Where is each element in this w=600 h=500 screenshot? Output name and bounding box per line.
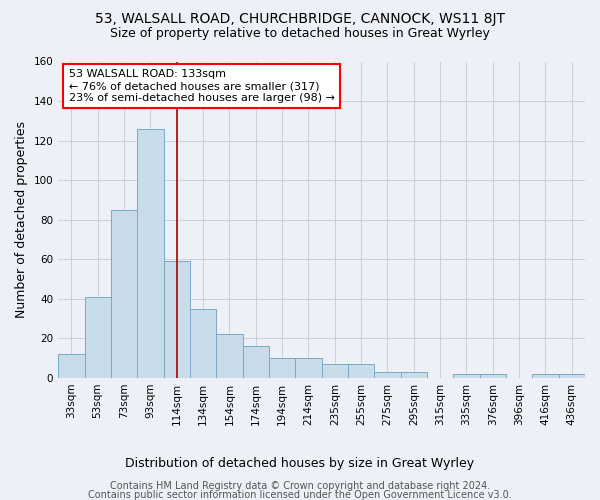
Bar bbox=[348, 364, 374, 378]
Bar bbox=[401, 372, 427, 378]
Bar bbox=[322, 364, 348, 378]
Bar bbox=[453, 374, 479, 378]
Bar bbox=[111, 210, 137, 378]
Bar bbox=[216, 334, 242, 378]
Bar bbox=[164, 262, 190, 378]
Bar bbox=[269, 358, 295, 378]
Bar bbox=[374, 372, 401, 378]
Y-axis label: Number of detached properties: Number of detached properties bbox=[15, 122, 28, 318]
Bar bbox=[242, 346, 269, 378]
Bar bbox=[58, 354, 85, 378]
Text: Distribution of detached houses by size in Great Wyrley: Distribution of detached houses by size … bbox=[125, 458, 475, 470]
Text: 53 WALSALL ROAD: 133sqm
← 76% of detached houses are smaller (317)
23% of semi-d: 53 WALSALL ROAD: 133sqm ← 76% of detache… bbox=[69, 70, 335, 102]
Text: 53, WALSALL ROAD, CHURCHBRIDGE, CANNOCK, WS11 8JT: 53, WALSALL ROAD, CHURCHBRIDGE, CANNOCK,… bbox=[95, 12, 505, 26]
Text: Contains public sector information licensed under the Open Government Licence v3: Contains public sector information licen… bbox=[88, 490, 512, 500]
Bar bbox=[85, 297, 111, 378]
Bar bbox=[559, 374, 585, 378]
Text: Size of property relative to detached houses in Great Wyrley: Size of property relative to detached ho… bbox=[110, 28, 490, 40]
Bar bbox=[295, 358, 322, 378]
Bar bbox=[532, 374, 559, 378]
Bar bbox=[137, 129, 164, 378]
Bar bbox=[479, 374, 506, 378]
Bar bbox=[190, 309, 216, 378]
Text: Contains HM Land Registry data © Crown copyright and database right 2024.: Contains HM Land Registry data © Crown c… bbox=[110, 481, 490, 491]
